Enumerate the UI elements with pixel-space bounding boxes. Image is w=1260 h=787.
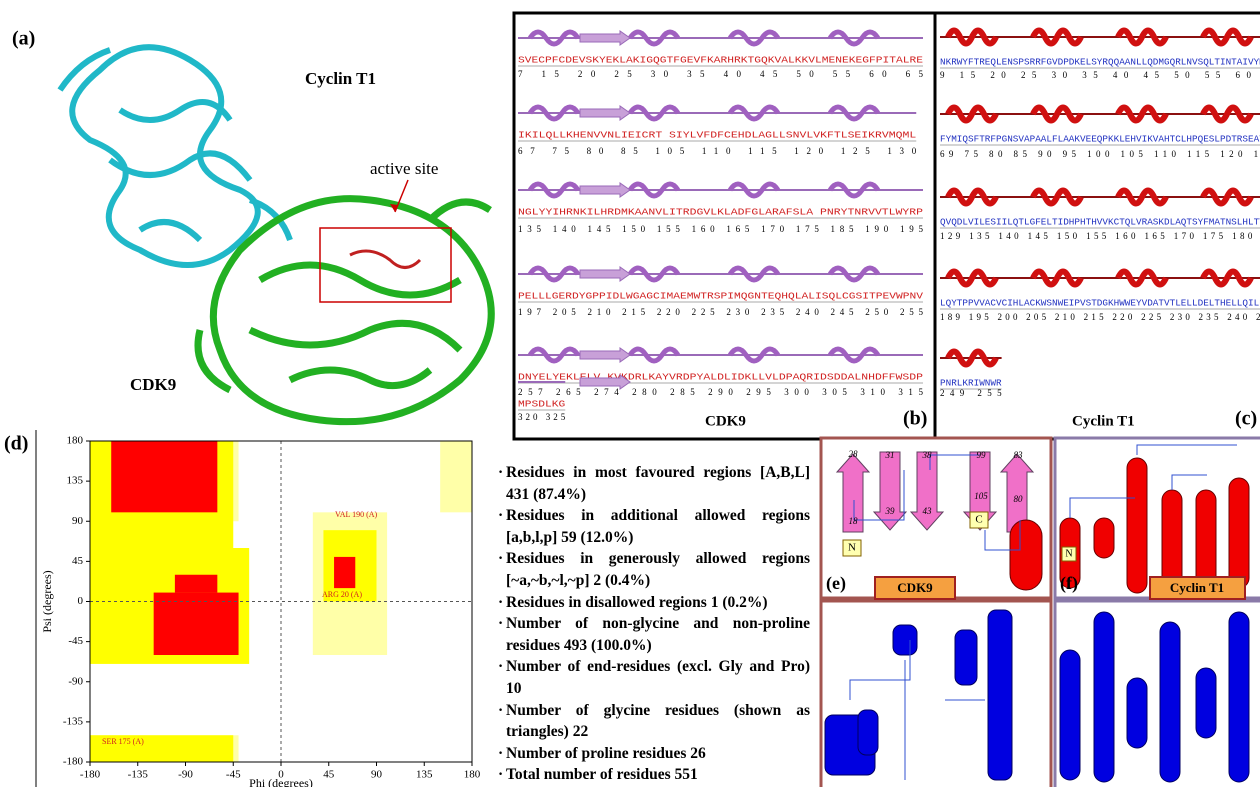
statistic: Total number of residues 551	[498, 764, 810, 786]
statistic: Residues in disallowed regions 1 (0.2%)	[498, 592, 810, 614]
sequence: LQYTPPVVACVCIHLACKWSNWEIPVSTDGKHWWEYVDAT…	[940, 298, 1260, 308]
helix-cylinder	[1094, 518, 1114, 558]
y-tick-label: -90	[68, 675, 83, 687]
y-tick-label: -135	[63, 715, 84, 727]
helix-cylinder	[1229, 478, 1249, 588]
x-tick-label: 45	[323, 769, 335, 781]
sequence: SVECPFCDEVSKYEKLAKIGQGTFGEVFKARHRKTGQKVA…	[518, 55, 923, 65]
region	[334, 557, 355, 588]
statistic: Number of glycine residues (shown as tri…	[498, 700, 810, 743]
annotation: active site	[370, 159, 438, 178]
helix-cylinder	[893, 625, 917, 655]
figure: (a) Cyclin T1 active site CDK9 SVECPFCDE…	[0, 0, 1260, 787]
y-axis-label: Psi (degrees)	[40, 570, 54, 632]
y-tick-label: -45	[68, 635, 83, 647]
x-tick-label: -135	[128, 769, 149, 781]
panel-label: (c)	[1235, 408, 1257, 430]
statistic: Number of proline residues 26	[498, 743, 810, 765]
y-tick-label: -180	[63, 756, 84, 768]
sequence: IKILQLLKHENVVNLIEICRT SIYLVFDFCEHDLAGLLS…	[518, 130, 916, 140]
region	[154, 593, 239, 655]
x-tick-label: -90	[178, 769, 193, 781]
sequence: DNYELYEKLELV KVKDRLKAYVRDPYALDLIDKLLVLDP…	[518, 372, 923, 382]
panel-title: Cyclin T1	[1170, 580, 1224, 595]
statistic: Number of end-residues (excl. Gly and Pr…	[498, 656, 810, 699]
helix-cylinder	[1094, 612, 1114, 782]
ligand	[350, 251, 420, 268]
helix-cylinder	[1196, 668, 1216, 738]
y-tick-label: 45	[72, 555, 84, 567]
sequence: QVQDLVILESIILQTLGFELTIDHPHTHVVKCTQLVRASK…	[940, 217, 1260, 227]
panel-title: CDK9	[705, 413, 746, 429]
x-axis-label: Phi (degrees)	[249, 776, 313, 787]
x-tick-label: -180	[80, 769, 101, 781]
statistics-list: Residues in most favoured regions [A,B,L…	[498, 462, 810, 786]
sequence: MPSDLKG	[518, 399, 565, 409]
helix-cylinder	[1162, 490, 1182, 590]
region	[440, 441, 472, 512]
terminus: N	[848, 542, 856, 554]
residue-numbers: 67 75 80 85 105 110 115 120 125 130	[518, 146, 917, 156]
helix-cylinder	[1010, 520, 1042, 590]
helix-cylinder	[1229, 612, 1249, 782]
panel-label: (e)	[826, 573, 846, 594]
helix-cylinder	[1160, 622, 1180, 782]
region	[175, 575, 217, 593]
residue-number: 31	[885, 450, 895, 460]
x-tick-label: 90	[371, 769, 383, 781]
residue-number: 39	[885, 506, 896, 516]
x-tick-label: -45	[226, 769, 241, 781]
residue-number: 99	[977, 450, 987, 460]
panel-label: (a)	[12, 28, 35, 50]
x-tick-label: 135	[416, 769, 433, 781]
protein-label: Cyclin T1	[305, 69, 376, 88]
helix-cylinder	[1196, 490, 1216, 590]
residue-number: 83	[1014, 450, 1024, 460]
helix-cylinder	[1060, 650, 1080, 780]
residue-annotation: VAL 190 (A)	[335, 510, 378, 519]
helix-cylinder	[858, 710, 878, 755]
panel-label: (f)	[1060, 573, 1078, 594]
panel-title: Cyclin T1	[1072, 413, 1135, 429]
statistic: Number of non-glycine and non-proline re…	[498, 613, 810, 656]
panel-label: (b)	[903, 408, 927, 430]
terminus: N	[1065, 548, 1072, 559]
residue-number: 80	[1014, 494, 1024, 504]
residue-number: 43	[923, 506, 933, 516]
residue-number: 28	[849, 449, 859, 459]
x-tick-label: 180	[464, 769, 481, 781]
y-tick-label: 135	[67, 475, 84, 487]
sequence: NGLYYIHRNKILHRDMKAANVLITRDGVLKLADFGLARAF…	[518, 207, 923, 217]
cdk9-structure	[198, 199, 491, 422]
residue-number: 18	[849, 516, 859, 526]
panel-label: (d)	[4, 433, 28, 455]
residue-number: 38	[922, 450, 933, 460]
residue-numbers: 257 265 274 280 285 290 295 300 305 310 …	[518, 387, 923, 397]
region	[111, 441, 217, 512]
statistic: Residues in additional allowed regions […	[498, 505, 810, 548]
helix-cylinder	[1127, 678, 1147, 748]
helix-cylinder	[988, 610, 1012, 780]
terminus: C	[975, 514, 982, 526]
panel-title: CDK9	[897, 580, 933, 595]
residue-annotation: SER 175 (A)	[102, 737, 144, 746]
sequence: PNRLKRIWNWR	[940, 378, 1002, 388]
sequence: FYMIQSFTRFPGNSVAPAALFLAAKVEEQPKKLEHVIKVA…	[940, 134, 1260, 144]
helix-cylinder	[1127, 458, 1147, 593]
sequence: PELLLGERDYGPPIDLWGAGCIMAEMWTRSPIMQGNTEQH…	[518, 291, 924, 301]
y-tick-label: 0	[78, 595, 84, 607]
y-tick-label: 90	[72, 515, 84, 527]
protein-label: CDK9	[130, 375, 176, 394]
sequence: NKRWYFTREQLENSPSRRFGVDPDKELSYRQQAANLLQDM…	[940, 57, 1260, 67]
y-tick-label: 180	[67, 435, 84, 447]
residue-annotation: ARG 20 (A)	[322, 590, 362, 599]
statistic: Residues in generously allowed regions […	[498, 548, 810, 591]
residue-number: 105	[974, 491, 988, 501]
helix-cylinder	[955, 630, 977, 685]
statistic: Residues in most favoured regions [A,B,L…	[498, 462, 810, 505]
